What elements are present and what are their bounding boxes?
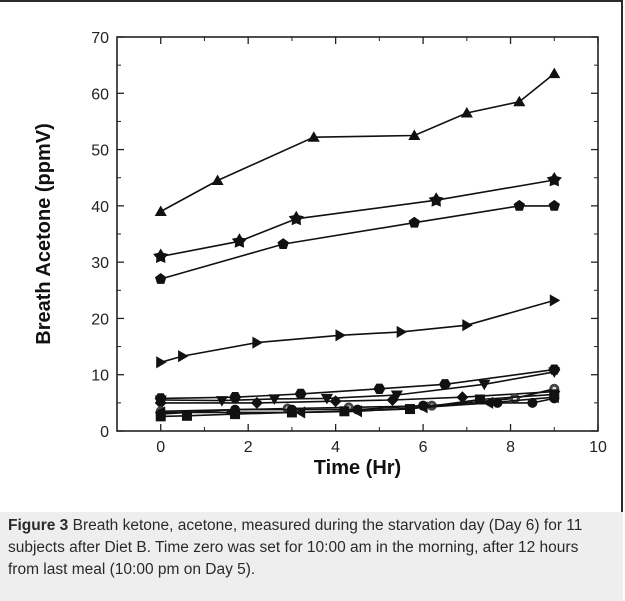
data-point	[351, 405, 362, 418]
caption-box	[0, 512, 623, 601]
data-point	[181, 410, 192, 421]
data-point	[546, 172, 562, 187]
data-point	[307, 131, 320, 142]
series-11-triangle-left	[154, 391, 559, 419]
series-line	[160, 179, 555, 258]
y-tick-label: 30	[91, 255, 109, 272]
data-point	[268, 394, 281, 405]
data-point	[513, 199, 525, 211]
caption-text: Breath ketone, acetone, measured during …	[8, 517, 583, 578]
data-point	[211, 174, 224, 185]
data-point	[178, 350, 189, 363]
data-point	[456, 391, 469, 404]
x-tick-label: 0	[156, 439, 165, 456]
data-point	[396, 325, 408, 338]
y-tick-label: 10	[91, 368, 109, 385]
y-tick-label: 20	[91, 311, 109, 328]
data-point	[386, 394, 399, 406]
data-point	[478, 379, 491, 391]
data-point	[153, 248, 169, 263]
series-line	[160, 397, 555, 415]
data-point	[155, 411, 166, 422]
data-point	[417, 401, 428, 414]
series-line	[160, 205, 555, 280]
data-point	[252, 336, 263, 349]
data-point	[320, 393, 333, 405]
data-point	[294, 406, 306, 419]
x-tick-label: 2	[244, 439, 253, 456]
chart-series	[153, 67, 562, 422]
data-point	[288, 210, 304, 226]
x-tick-label: 4	[331, 439, 340, 456]
data-point	[549, 294, 561, 307]
data-point	[474, 394, 485, 405]
data-point	[335, 329, 346, 342]
x-tick-label: 8	[506, 439, 515, 456]
y-tick-label: 60	[91, 86, 109, 103]
data-point	[482, 396, 494, 409]
x-tick-label: 10	[589, 439, 607, 456]
data-point	[215, 396, 228, 407]
caption-label: Figure 3	[8, 517, 69, 534]
series-1-triangle-up	[154, 67, 561, 216]
data-point	[231, 233, 247, 248]
figure-caption: Figure 3 Breath ketone, acetone, measure…	[8, 515, 608, 581]
data-point	[294, 388, 307, 399]
data-point	[224, 406, 236, 419]
y-tick-label: 50	[91, 143, 109, 160]
chart: 0 2 4 6 8 10 0 10 20 30 40 50 60 70 Time (Hr) Breath …	[33, 30, 607, 479]
data-point	[154, 396, 167, 409]
data-point	[277, 238, 289, 249]
series-2-star	[153, 172, 562, 263]
data-point	[513, 95, 526, 107]
y-tick-label: 40	[91, 199, 109, 216]
y-tick-label: 70	[91, 30, 109, 47]
data-point	[373, 383, 386, 394]
data-point	[329, 395, 342, 408]
data-point	[154, 406, 166, 419]
data-point	[250, 396, 263, 409]
data-point	[154, 205, 167, 216]
data-point	[460, 107, 473, 118]
data-point	[462, 319, 473, 332]
series-4-triangle-right	[156, 294, 561, 369]
data-point	[548, 199, 560, 211]
x-tick-label: 6	[419, 439, 428, 456]
series-3-pentagon	[155, 199, 560, 284]
data-point	[439, 379, 451, 390]
series-line	[160, 368, 555, 400]
data-point	[548, 367, 561, 378]
y-axis-label: Breath Acetone (ppmV)	[33, 123, 55, 345]
x-axis-label: Time (Hr)	[314, 457, 401, 479]
data-point	[527, 397, 538, 408]
data-point	[548, 67, 561, 79]
data-point	[404, 404, 415, 415]
data-point	[155, 273, 167, 284]
series-line	[160, 299, 555, 364]
data-point	[390, 390, 403, 401]
data-point	[156, 356, 167, 369]
data-point	[428, 192, 444, 207]
data-point	[408, 129, 421, 140]
chart-axes: 0 2 4 6 8 10 0 10 20 30 40 50 60 70	[91, 30, 607, 456]
y-tick-label: 0	[100, 424, 109, 441]
data-point	[408, 216, 421, 228]
data-point	[548, 391, 559, 404]
